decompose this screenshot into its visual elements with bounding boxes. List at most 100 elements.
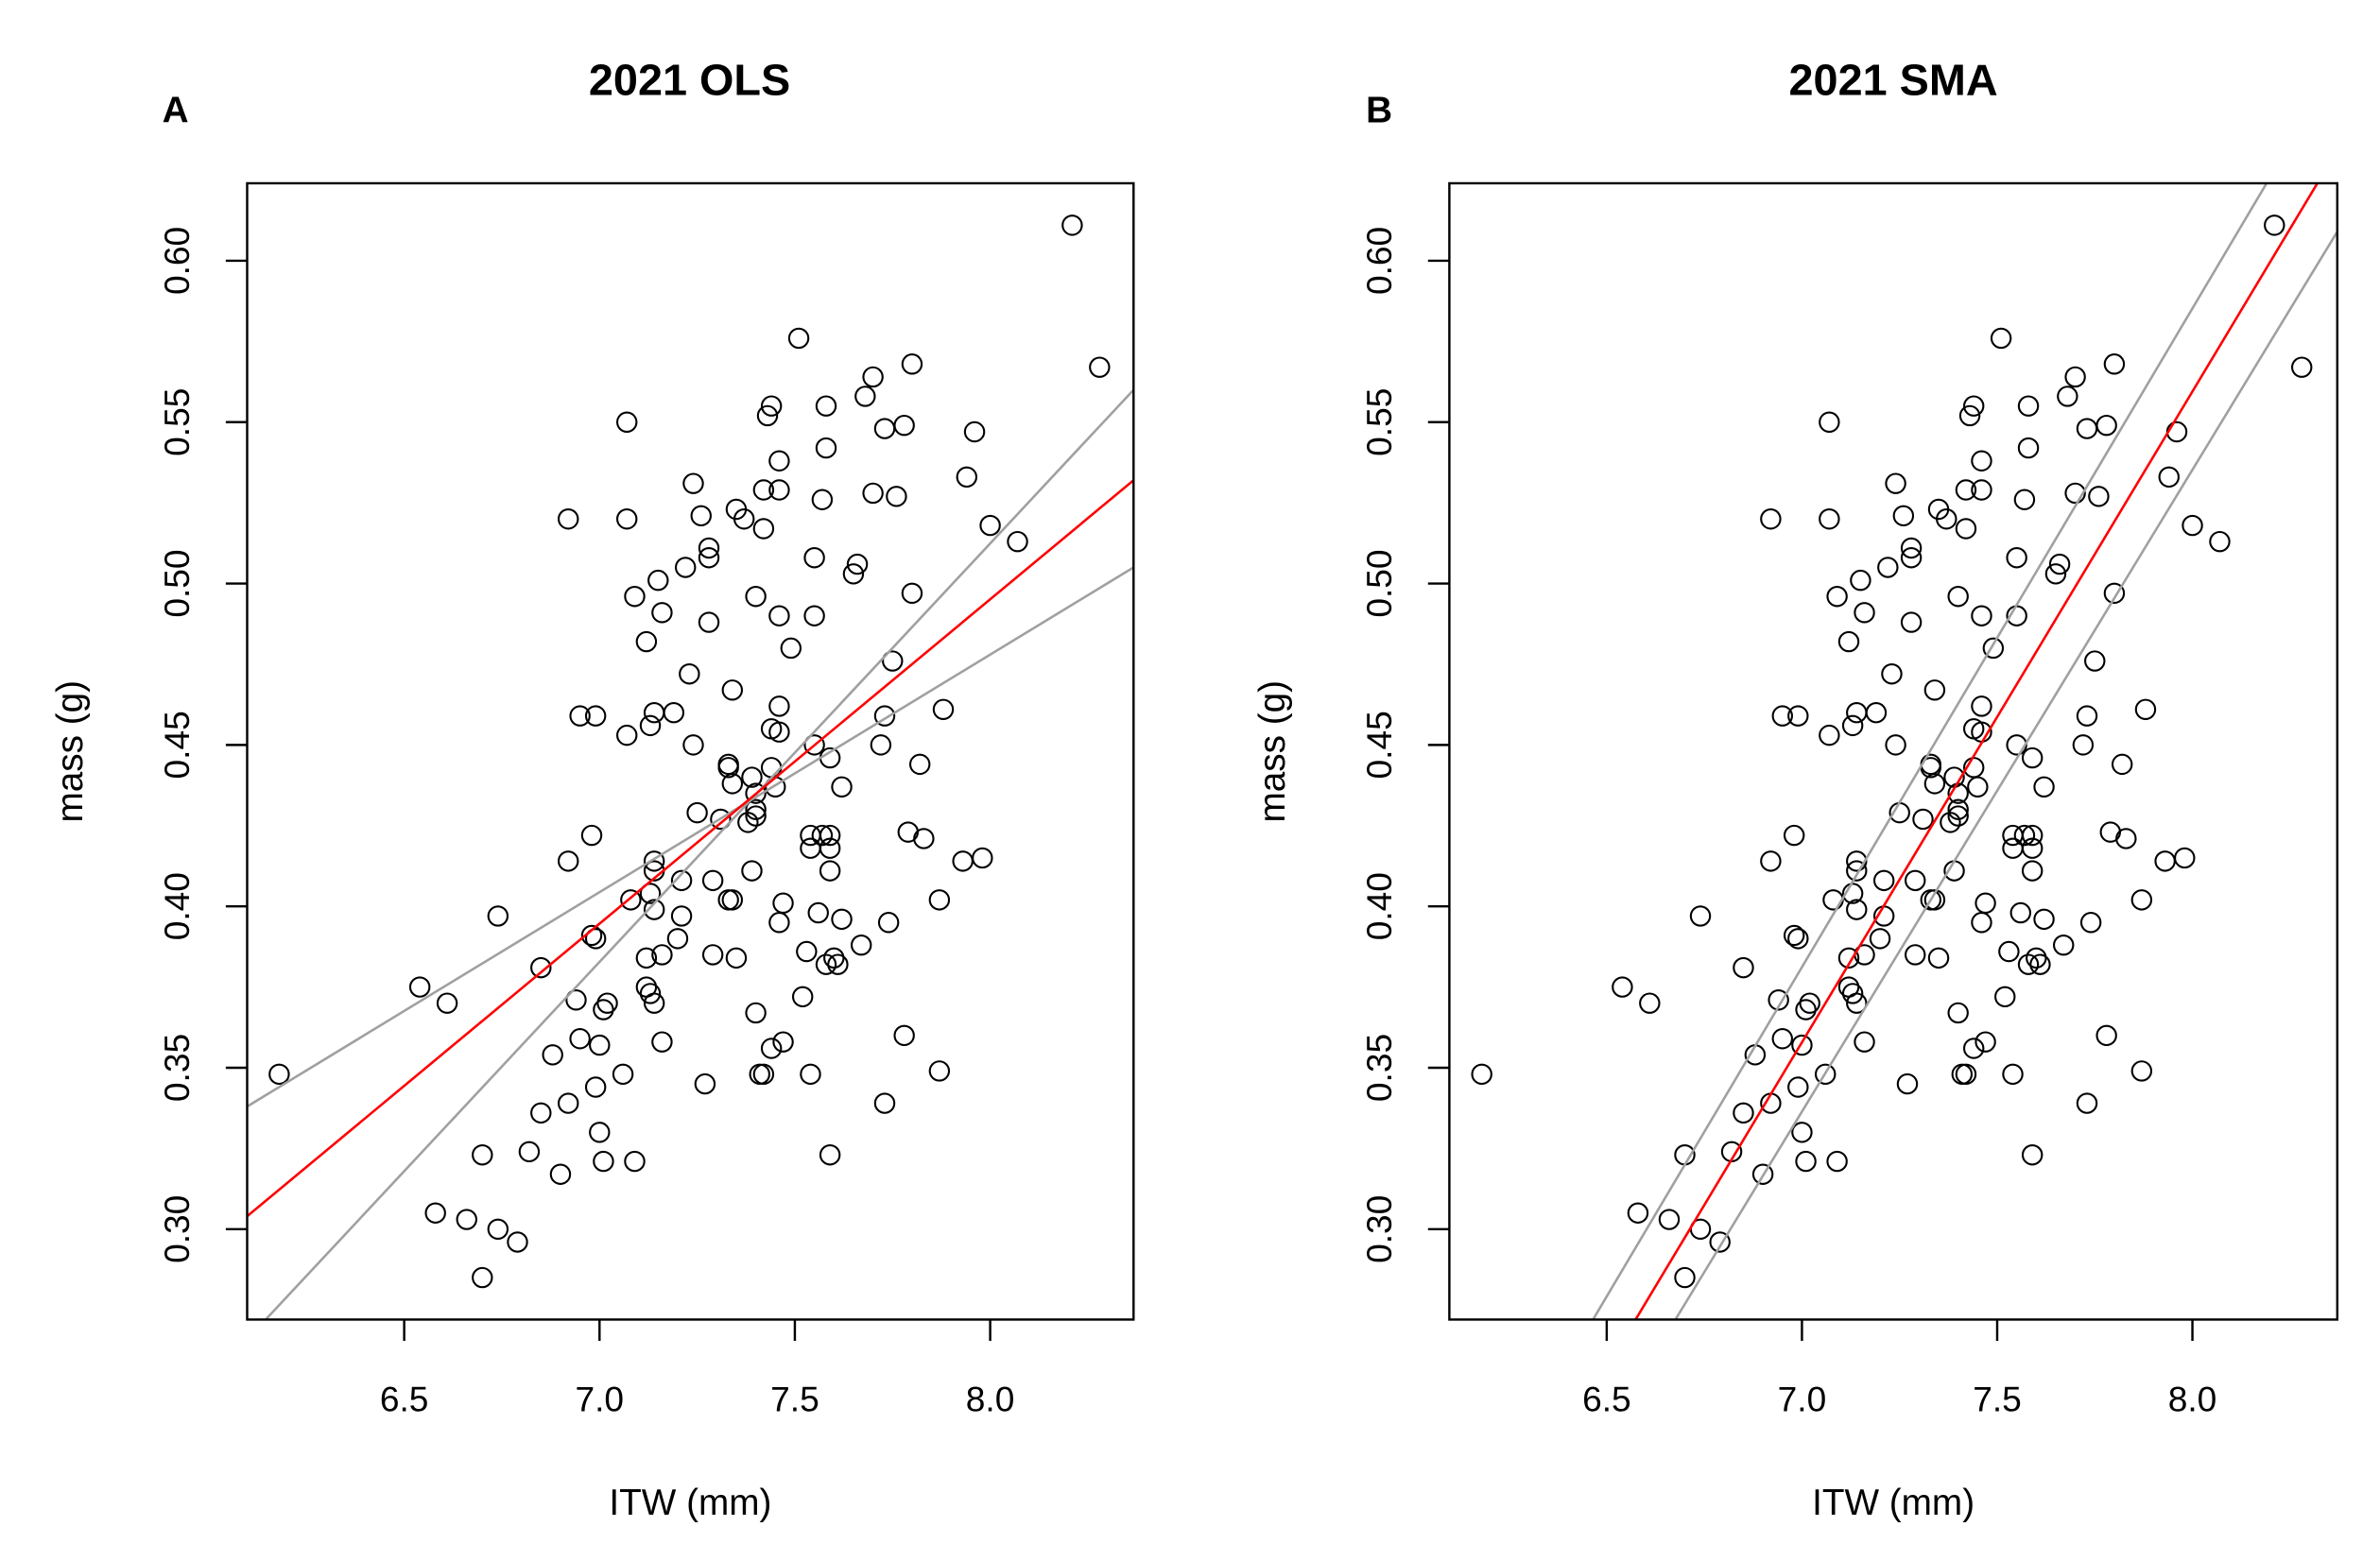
data-point	[1877, 557, 1899, 578]
data-point	[963, 420, 986, 443]
data-point	[870, 734, 892, 756]
data-point	[1787, 1076, 1809, 1098]
data-point	[1674, 1266, 1696, 1289]
data-point	[698, 537, 720, 559]
data-point	[815, 395, 837, 417]
data-point	[1900, 611, 1923, 633]
confidence-line	[1592, 182, 2268, 1320]
data-point	[674, 557, 697, 578]
data-point	[1967, 776, 1989, 798]
data-point	[651, 944, 673, 966]
data-point	[928, 889, 951, 911]
data-point	[745, 782, 767, 804]
data-point	[2033, 908, 2055, 931]
data-point	[2017, 395, 2040, 417]
data-point	[1846, 860, 1868, 882]
y-tick-label: 0.60	[157, 227, 197, 295]
data-point	[1639, 992, 1661, 1014]
data-point	[2134, 698, 2157, 721]
data-point	[1846, 850, 1868, 872]
panel-label: B	[1366, 90, 1392, 130]
data-point	[932, 698, 955, 721]
data-point	[593, 1150, 614, 1173]
data-point	[717, 889, 739, 911]
data-point	[2209, 530, 2231, 553]
data-point	[518, 1141, 541, 1163]
data-point	[542, 1044, 563, 1066]
data-point	[589, 1122, 611, 1143]
data-point	[682, 472, 704, 494]
y-tick-label: 0.55	[1359, 388, 1399, 456]
data-point	[850, 934, 872, 956]
data-point	[819, 837, 841, 859]
data-point	[1791, 1034, 1813, 1056]
data-point	[1846, 992, 1868, 1014]
data-point	[760, 395, 783, 417]
data-point	[2002, 837, 2024, 859]
data-point	[2013, 824, 2036, 847]
data-point	[749, 1063, 770, 1086]
data-point	[1951, 1063, 1974, 1086]
data-point	[1658, 1209, 1681, 1230]
data-point	[558, 508, 579, 530]
data-point	[800, 1063, 821, 1086]
data-point	[2029, 953, 2051, 975]
data-point	[2048, 553, 2071, 575]
panel-a: 2021 OLS A 6.5 7.0 7.5 8.0 0.30 0.35 0.40 0.45 0.5…	[50, 55, 1135, 1523]
data-point	[456, 1209, 477, 1230]
data-point	[752, 479, 775, 501]
data-point	[1760, 850, 1782, 872]
data-point	[1627, 1202, 1649, 1224]
data-point	[580, 924, 603, 947]
data-point	[1947, 1002, 1969, 1024]
data-point	[1927, 947, 1950, 969]
plot-area	[1471, 182, 2337, 1320]
x-tick-label: 6.5	[380, 1379, 429, 1418]
panel-b: 2021 SMA B 6.5 7.0 7.5 8.0 0.30 0.35 0.40 0.45 0.5…	[1252, 55, 2339, 1523]
data-point	[1795, 1150, 1817, 1173]
data-point	[2130, 1060, 2153, 1082]
data-point	[690, 505, 712, 527]
data-point	[745, 805, 767, 827]
data-point	[768, 912, 790, 934]
data-point	[639, 883, 662, 904]
data-point	[612, 1063, 634, 1086]
confidence-line	[264, 388, 1134, 1320]
data-point	[1885, 734, 1906, 756]
data-point	[1612, 976, 1633, 998]
x-tick-label: 7.0	[1778, 1379, 1827, 1418]
y-tick-label: 0.55	[157, 388, 197, 456]
y-tick-label: 0.30	[1359, 1195, 1399, 1263]
data-point	[2021, 837, 2044, 859]
fit-line	[1634, 182, 2319, 1320]
data-point	[2103, 353, 2126, 375]
data-point	[679, 663, 700, 685]
data-point	[635, 947, 658, 969]
data-point	[472, 1266, 493, 1289]
data-point	[1971, 605, 1992, 626]
data-point	[886, 486, 907, 507]
y-tick-label: 0.35	[157, 1034, 197, 1102]
data-point	[2057, 386, 2078, 407]
panel-label: A	[163, 90, 189, 130]
data-point	[956, 466, 978, 489]
data-point	[1994, 986, 2016, 1008]
data-point	[862, 482, 884, 505]
data-point	[1709, 1231, 1731, 1253]
data-point	[549, 1163, 572, 1185]
data-point	[756, 404, 779, 427]
y-tick-label: 0.30	[157, 1195, 197, 1263]
data-point	[1819, 724, 1840, 746]
data-point	[2017, 953, 2040, 975]
data-point	[2002, 1063, 2024, 1086]
data-point	[1850, 569, 1871, 592]
data-point	[584, 1076, 607, 1098]
data-point	[530, 1102, 552, 1124]
data-point	[1955, 518, 1977, 540]
data-point	[472, 1144, 493, 1166]
data-point	[1971, 912, 1992, 934]
data-point	[811, 824, 834, 847]
data-point	[1869, 928, 1891, 950]
data-point	[1998, 940, 2020, 963]
